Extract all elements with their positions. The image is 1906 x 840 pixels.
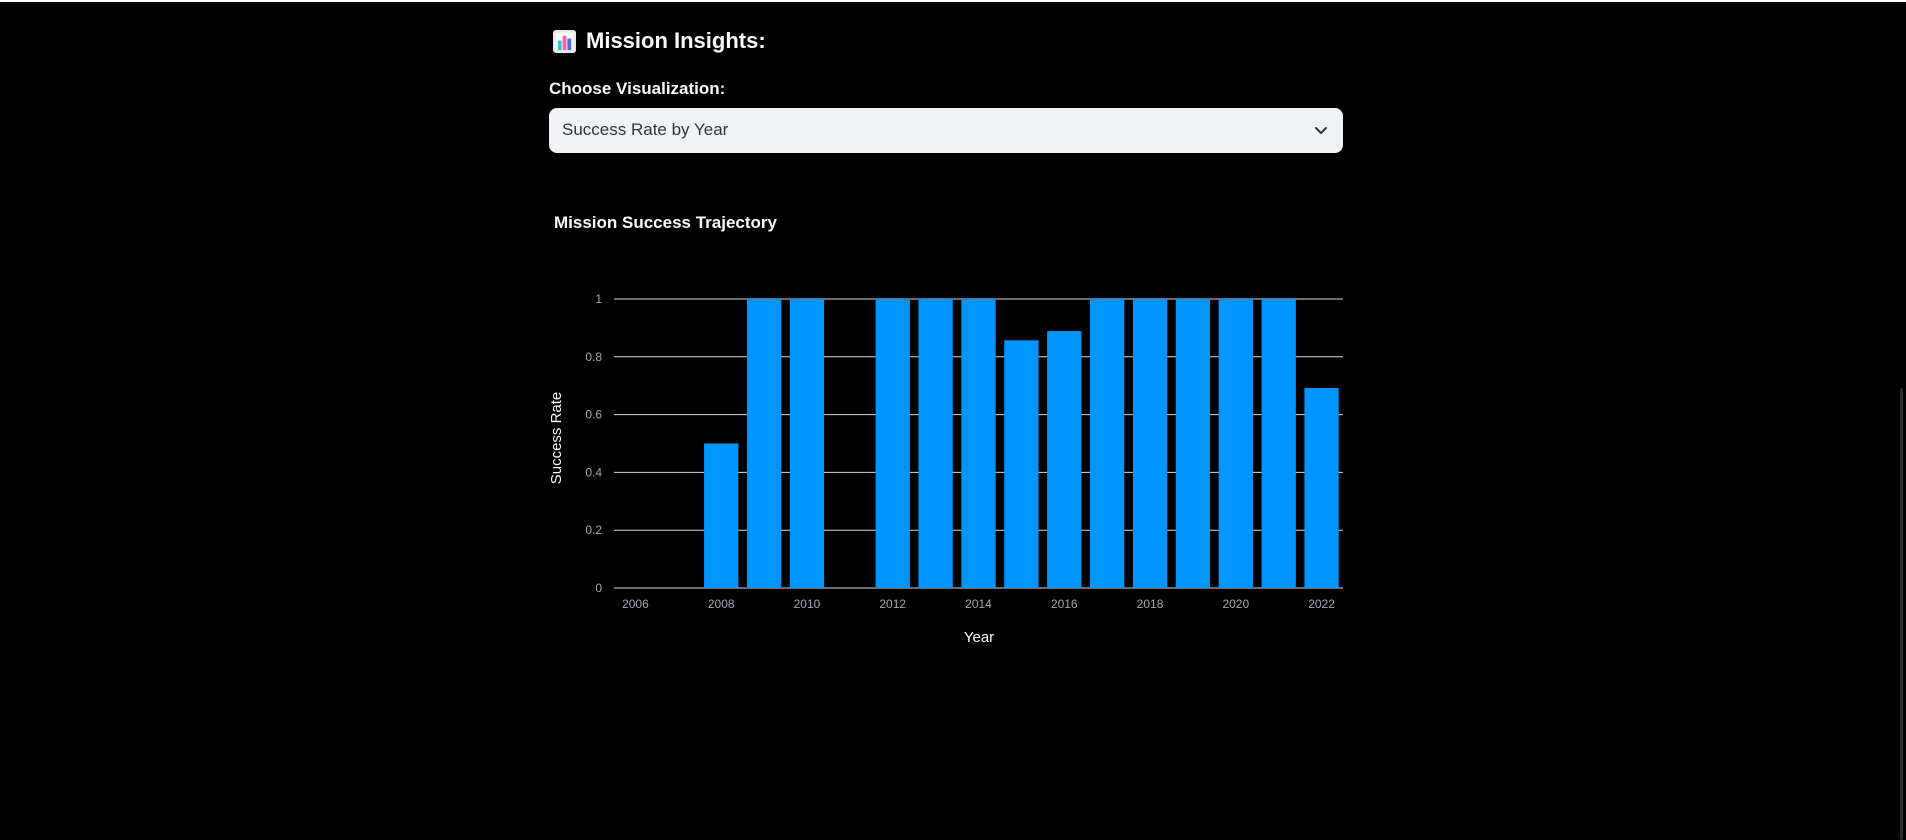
bar-2013[interactable] (918, 299, 953, 588)
page-scrollbar[interactable] (1900, 388, 1903, 840)
y-tick-label: 0.2 (585, 523, 602, 537)
x-tick-label: 2020 (1222, 597, 1249, 611)
window-top-border (0, 0, 1906, 2)
bar-2018[interactable] (1132, 299, 1168, 588)
success-rate-chart: Mission Success Trajectory 2006 2008 2010 2… (549, 213, 1343, 646)
chevron-down-icon[interactable] (1313, 122, 1329, 138)
bar-2021[interactable] (1261, 299, 1296, 588)
x-tick-label: 2016 (1051, 597, 1078, 611)
bar-2020[interactable] (1218, 299, 1253, 588)
x-tick-label: 2012 (879, 597, 906, 611)
x-axis-ticks: 2006 2008 2010 2012 2014 2016 2018 2020 2022 (622, 597, 1335, 611)
x-tick-label: 2008 (708, 597, 735, 611)
x-tick-label: 2018 (1137, 597, 1164, 611)
y-tick-label: 0 (595, 581, 602, 595)
visualization-select-label: Choose Visualization: (549, 79, 726, 98)
chart-title: Mission Success Trajectory (554, 213, 778, 232)
y-tick-label: 0.8 (585, 350, 602, 364)
bar-2015[interactable] (1004, 340, 1039, 588)
y-tick-label: 1 (595, 292, 602, 306)
y-axis-ticks: 0 0.2 0.4 0.6 0.8 1 (585, 292, 602, 595)
bar-2016[interactable] (1047, 331, 1082, 588)
visualization-select[interactable]: Success Rate by Year (549, 108, 1343, 153)
bar-2009[interactable] (746, 299, 782, 588)
x-tick-label: 2022 (1308, 597, 1335, 611)
bar-2017[interactable] (1089, 299, 1125, 588)
bar-2014[interactable] (961, 299, 996, 588)
y-axis-label: Success Rate (549, 392, 565, 485)
visualization-select-value: Success Rate by Year (562, 120, 729, 139)
x-tick-label: 2006 (622, 597, 649, 611)
section-header: Mission Insights: (553, 28, 766, 54)
x-tick-label: 2014 (965, 597, 992, 611)
y-tick-label: 0.4 (585, 465, 602, 479)
bar-2019[interactable] (1175, 299, 1211, 588)
bar-2010[interactable] (789, 299, 825, 588)
y-tick-label: 0.6 (585, 408, 602, 422)
section-title: Mission Insights: (586, 28, 766, 53)
bar-chart-icon (553, 29, 576, 53)
bar-2022[interactable] (1304, 388, 1339, 588)
x-axis-label: Year (964, 629, 994, 646)
bar-2012[interactable] (875, 299, 910, 588)
x-tick-label: 2010 (794, 597, 821, 611)
bar-2008[interactable] (704, 443, 739, 589)
chart-bars (704, 299, 1339, 588)
